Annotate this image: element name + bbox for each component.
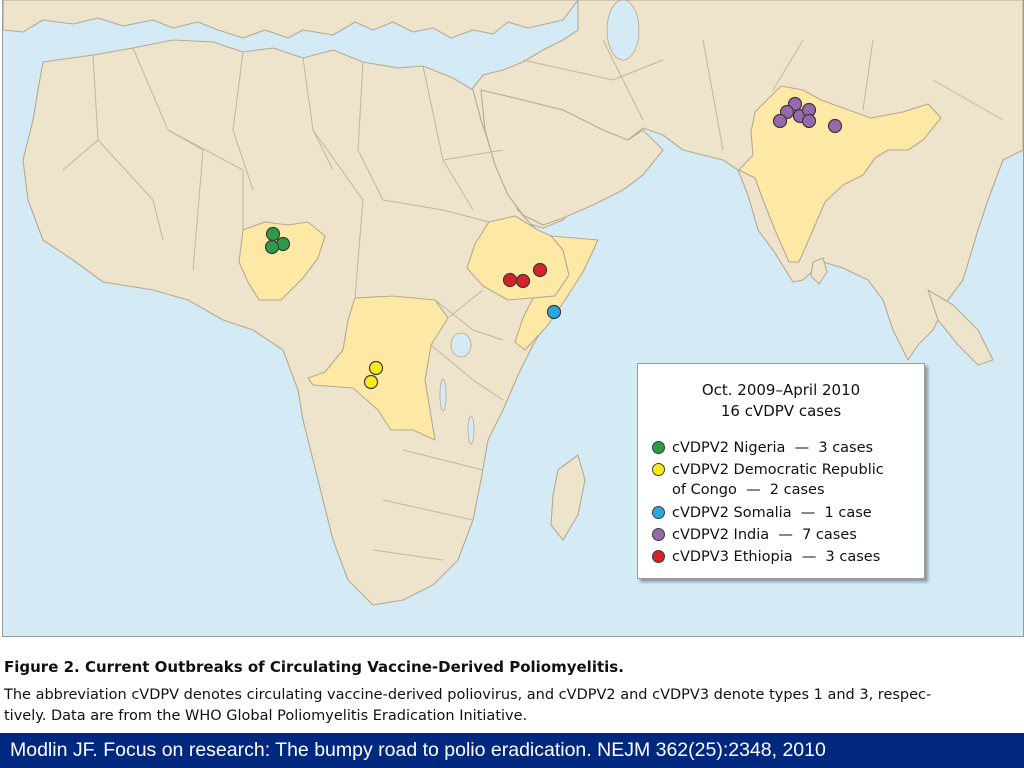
africa-landmass [22, 39, 596, 606]
lake-victoria [450, 332, 472, 358]
somalia-highlight [514, 235, 599, 351]
legend-item-drc: cVDPV2 Democratic Republic of Congo — 2 … [652, 460, 884, 500]
country-borders [62, 39, 1004, 561]
legend-title: Oct. 2009–April 2010 16 cVDPV cases [638, 380, 924, 422]
arabia-landmass [480, 89, 664, 226]
india-case-5 [772, 113, 788, 129]
sri-lanka-landmass [810, 257, 828, 285]
india-case-7 [827, 118, 843, 134]
legend-label: cVDPV3 Ethiopia — 3 cases [672, 549, 881, 565]
somalia-case-1 [546, 304, 562, 320]
legend-dot [652, 441, 665, 454]
nigeria-highlight [238, 221, 326, 301]
nigeria-case-3 [264, 239, 280, 255]
map-canvas [3, 0, 1023, 606]
case-markers [264, 96, 843, 390]
legend-dot [652, 550, 665, 563]
europe-landmass [3, 0, 579, 39]
citation-text: Modlin JF. Focus on research: The bumpy … [10, 739, 826, 761]
legend-item-ethiopia: cVDPV3 Ethiopia — 3 cases [652, 547, 880, 567]
ethiopia-case-3 [532, 262, 548, 278]
legend-dot [652, 528, 665, 541]
sumatra-landmass [927, 289, 994, 366]
ethiopia-case-1 [502, 272, 518, 288]
legend-title-period: Oct. 2009–April 2010 [701, 381, 861, 399]
lake-tanganyika [439, 378, 447, 412]
legend-label: cVDPV2 Democratic Republic of Congo — 2 … [672, 462, 884, 498]
legend-dot [652, 463, 665, 476]
legend-item-somalia: cVDPV2 Somalia — 1 case [652, 503, 872, 523]
figure-description: The abbreviation cVDPV denotes circulati… [4, 687, 932, 724]
lake-malawi [467, 415, 475, 445]
figure-caption: Figure 2. Current Outbreaks of Circulati… [4, 656, 1022, 727]
legend-item-nigeria: cVDPV2 Nigeria — 3 cases [652, 438, 873, 458]
map-legend: Oct. 2009–April 2010 16 cVDPV cases cVDP… [637, 363, 925, 579]
legend-dot [652, 506, 665, 519]
legend-title-total: 16 cVDPV cases [720, 402, 842, 420]
caspian-sea [606, 0, 640, 61]
figure-title: Figure 2. Current Outbreaks of Circulati… [4, 658, 624, 676]
legend-label: cVDPV2 Somalia — 1 case [672, 505, 872, 521]
india-highlight [738, 85, 942, 263]
legend-item-india: cVDPV2 India — 7 cases [652, 525, 857, 545]
drc-case-1 [368, 360, 384, 376]
legend-label: cVDPV2 India — 7 cases [672, 527, 857, 543]
legend-label: cVDPV2 Nigeria — 3 cases [672, 440, 874, 456]
drc-case-2 [363, 374, 379, 390]
outbreak-map: Oct. 2009–April 2010 16 cVDPV cases cVDP… [2, 0, 1024, 637]
madagascar-landmass [550, 454, 586, 541]
nigeria-case-1 [265, 226, 281, 242]
ethiopia-case-2 [515, 273, 531, 289]
india-case-6 [801, 113, 817, 129]
citation-bar: Modlin JF. Focus on research: The bumpy … [0, 733, 1024, 768]
